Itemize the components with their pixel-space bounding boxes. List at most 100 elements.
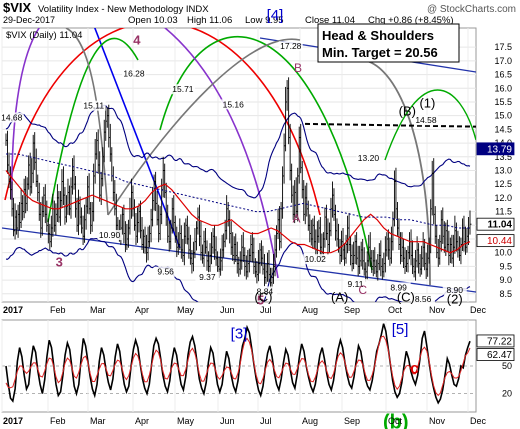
osc-tick-label: 50 [502, 361, 512, 371]
osc-x-tick-label: 2017 [3, 416, 23, 426]
price-tag: 13.79 [487, 144, 512, 155]
peak-label-bg [411, 294, 436, 305]
osc-x-tick-label: Feb [50, 416, 66, 426]
y-tick-label: 13.0 [494, 165, 512, 175]
wave-label: (2) [447, 291, 463, 306]
peak-label: 14.58 [415, 115, 437, 125]
osc-x-tick-label: May [177, 416, 195, 426]
peak-label-bg [97, 230, 122, 241]
peak-label-bg [278, 41, 303, 52]
x-tick-label: Jun [220, 305, 235, 315]
x-tick-label: Feb [50, 305, 66, 315]
symbol-label: $VIX [3, 0, 32, 15]
red-moving-average [5, 170, 471, 254]
main-x-axis: 2017 Feb Mar Apr May Jun Jul Aug Sep Oct Nov Dec [3, 305, 487, 315]
peak-label-bg [343, 279, 368, 290]
price-bars [5, 77, 472, 292]
peak-label: 9.56 [157, 267, 174, 277]
peak-label: 10.02 [305, 254, 327, 264]
low-value: Low 9.95 [245, 15, 284, 26]
peak-label: 15.71 [172, 84, 194, 94]
peak-label-bg [195, 271, 220, 282]
price-tags: 11.04 10.44 13.79 [476, 142, 515, 247]
y-tick-label: 15.0 [494, 111, 512, 121]
peak-label-bg [153, 266, 178, 277]
y-tick-label: 10.0 [494, 248, 512, 258]
x-tick-label: Apr [135, 305, 149, 315]
chart-date: 29-Dec-2017 [3, 15, 55, 25]
wave-label: 5 [257, 293, 264, 308]
y-tick-label: 8.5 [499, 289, 512, 299]
high-value: High 11.06 [187, 15, 232, 26]
peak-label-bg [386, 282, 411, 293]
x-tick-label: Jul [260, 305, 272, 315]
osc-tick-label: 20 [502, 389, 512, 399]
peak-label: 14.68 [1, 112, 23, 122]
x-tick-label: Oct [388, 305, 403, 315]
y-tick-label: 15.5 [494, 97, 512, 107]
osc-wave-label: (C) [397, 290, 415, 305]
envelope-bands [5, 104, 471, 302]
peak-label-bg [356, 153, 381, 163]
x-tick-label: 2017 [3, 305, 23, 315]
wave-label: C [358, 283, 367, 297]
gray-arc-right [359, 59, 431, 286]
osc-wave-label: (A) [331, 290, 348, 305]
change-value: Chg +0.86 (+8.45%) [368, 15, 454, 26]
peak-label: 9.37 [199, 272, 216, 282]
osc-x-tick-label: Sep [344, 416, 360, 426]
price-tag-bg [476, 217, 515, 231]
osc-wave-label: (C) [254, 290, 272, 305]
osc-tag-bg [476, 334, 515, 348]
peak-label: 16.28 [123, 69, 145, 79]
purple-arc-left [11, 28, 41, 201]
red-arc [4, 28, 321, 216]
peak-label: 13.20 [358, 153, 380, 163]
y-tick-label: 12.0 [494, 193, 512, 203]
osc-x-tick-label: Dec [470, 416, 487, 426]
x-tick-label: Mar [90, 305, 106, 315]
series-label: $VIX (Daily) 11.04 [6, 30, 82, 41]
x-tick-label: Aug [302, 305, 318, 315]
peak-label-bg [221, 99, 246, 110]
callout-line-1: Head & Shoulders [322, 28, 434, 43]
peak-label-bg [122, 68, 147, 79]
neckline [304, 122, 477, 128]
y-tick-label: 17.0 [494, 56, 512, 66]
gray-arc-left [65, 28, 109, 216]
y-tick-label: 16.0 [494, 83, 512, 93]
price-tag: 11.04 [488, 220, 513, 231]
peak-label-bg [442, 284, 467, 295]
osc-x-tick-label: Oct [388, 416, 403, 426]
purple-arc-right [163, 28, 279, 279]
wave-labels: 3 4 5 [4] B A C (B)(1) (2) [56, 7, 463, 308]
peak-label: 15.11 [83, 101, 104, 111]
osc-x-tick-label: Aug [302, 416, 318, 426]
osc-tag-bg [476, 348, 515, 361]
peak-labels: 14.68 15.11 16.28 15.71 15.16 17.28 13.20 14.58… [0, 41, 467, 305]
green-arc-right [159, 36, 373, 271]
peak-label: 17.28 [280, 41, 302, 51]
peak-label: 9.11 [348, 279, 364, 289]
peak-label-bg [0, 112, 24, 123]
wave-label: 3 [56, 254, 63, 269]
oscillator-x-axis: 2017 Feb Mar Apr May Jun Jul Aug Sep Oct Nov Dec [3, 416, 487, 426]
callout-line-2: Min. Target = 20.56 [322, 45, 438, 60]
osc-x-tick-label: Mar [90, 416, 106, 426]
y-tick-label: 14.5 [494, 124, 512, 134]
osc-wave-label: [3] [231, 325, 248, 342]
y-tick-label: 12.5 [494, 179, 512, 189]
osc-x-tick-label: Jul [260, 416, 272, 426]
upper-band [5, 104, 471, 199]
osc-wave-label: (b) [383, 412, 409, 429]
blue-falling-line [93, 28, 181, 249]
peak-label: 15.16 [223, 99, 245, 109]
green-arc-left [47, 37, 139, 223]
osc-tag: 62.47 [487, 350, 512, 361]
peak-label-bg [413, 115, 438, 126]
chart-header: $VIX Volatility Index - New Methodology … [3, 0, 516, 26]
wave-label: A [293, 212, 301, 226]
peak-label: 8.90 [446, 285, 463, 295]
